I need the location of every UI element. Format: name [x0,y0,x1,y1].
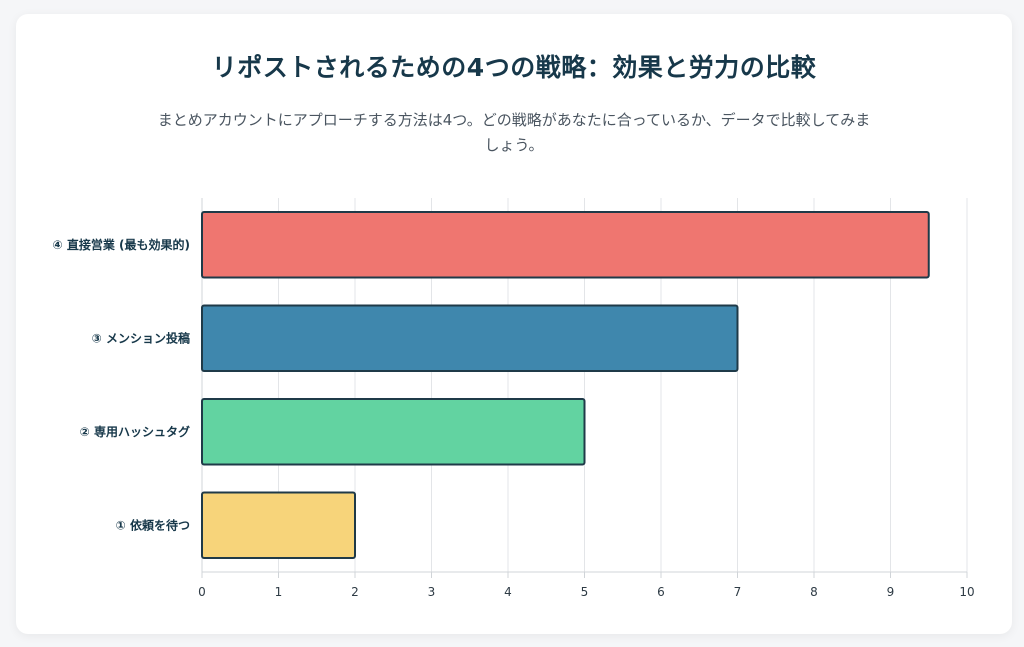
category-label: ① 依頼を待つ [116,517,190,532]
x-tick-label: 9 [887,585,895,599]
x-tick-label: 5 [581,585,589,599]
x-tick-label: 1 [275,585,283,599]
category-label: ② 専用ハッシュタグ [80,424,190,439]
x-tick-label: 7 [734,585,742,599]
x-tick-label: 0 [198,585,206,599]
x-tick-label: 4 [504,585,512,599]
bar-2 [201,304,739,372]
chart-subtitle: まとめアカウントにアプローチする方法は4つ。どの戦略があなたに合っているか、デー… [157,111,871,154]
chart-title: リポストされるための4つの戦略：効果と労力の比較 [211,53,817,82]
category-label: ④ 直接営業 (最も効果的) [53,237,191,252]
x-tick-label: 2 [351,585,359,599]
category-label: ③ メンション投稿 [92,330,190,345]
x-tick-label: 10 [959,585,974,599]
x-tick-label: 8 [810,585,818,599]
bar-3 [201,398,586,466]
x-tick-label: 3 [428,585,436,599]
x-tick-label: 6 [657,585,665,599]
bar-1 [201,211,930,279]
bar-4 [201,491,356,559]
